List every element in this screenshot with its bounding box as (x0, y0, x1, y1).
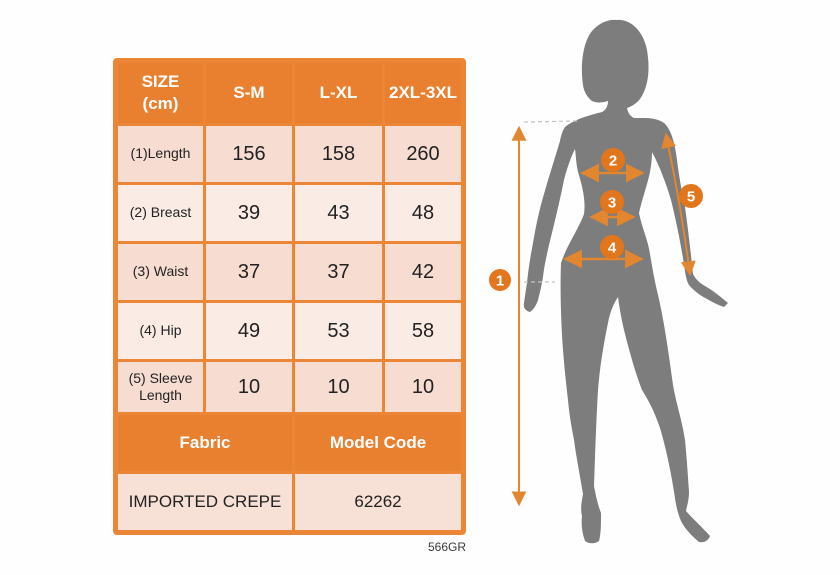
weight-note: 566GR (427, 540, 466, 554)
waist-2xl-3xl: 42 (385, 244, 461, 300)
measure-marker-5: 5 (679, 184, 703, 208)
breast-s-m: 39 (206, 185, 292, 241)
hip-s-m: 49 (206, 303, 292, 359)
size-chart-table: SIZE (cm) S-M L-XL 2XL-3XL (1)Length 156… (113, 58, 466, 535)
column-header-2xl-3xl: 2XL-3XL (385, 63, 461, 123)
dashed-guide-top (523, 120, 578, 123)
row-label-breast: (2) Breast (118, 185, 203, 241)
sleeve-s-m: 10 (206, 362, 292, 412)
measurement-diagram: 1 2 3 4 5 (480, 0, 840, 570)
model-code-value: 62262 (295, 474, 461, 530)
row-label-waist: (3) Waist (118, 244, 203, 300)
measure-marker-4: 4 (600, 235, 624, 259)
model-code-header: Model Code (295, 415, 461, 471)
marker-5-label: 5 (687, 189, 695, 206)
row-label-hip: (4) Hip (118, 303, 203, 359)
hip-l-xl: 53 (295, 303, 382, 359)
column-header-s-m: S-M (206, 63, 292, 123)
female-figure-silhouette (523, 19, 728, 544)
measurement-diagram-svg: 1 2 3 4 5 (489, 19, 728, 544)
waist-l-xl: 37 (295, 244, 382, 300)
length-s-m: 156 (206, 126, 292, 182)
sleeve-measure-arrow (661, 132, 696, 277)
measure-marker-2: 2 (601, 148, 625, 172)
marker-3-label: 3 (608, 195, 616, 212)
size-unit-header: SIZE (cm) (118, 63, 203, 123)
fabric-header: Fabric (118, 415, 292, 471)
hip-2xl-3xl: 58 (385, 303, 461, 359)
waist-s-m: 37 (206, 244, 292, 300)
sleeve-l-xl: 10 (295, 362, 382, 412)
marker-4-label: 4 (608, 240, 617, 257)
column-header-l-xl: L-XL (295, 63, 382, 123)
length-l-xl: 158 (295, 126, 382, 182)
fabric-value: IMPORTED CREPE (118, 474, 292, 530)
length-2xl-3xl: 260 (385, 126, 461, 182)
measure-marker-3: 3 (600, 190, 624, 214)
measure-marker-1: 1 (489, 269, 511, 291)
marker-2-label: 2 (609, 153, 617, 170)
marker-1-label: 1 (496, 273, 504, 290)
sleeve-2xl-3xl: 10 (385, 362, 461, 412)
breast-l-xl: 43 (295, 185, 382, 241)
breast-2xl-3xl: 48 (385, 185, 461, 241)
row-label-sleeve-length: (5) Sleeve Length (118, 362, 203, 412)
row-label-length: (1)Length (118, 126, 203, 182)
